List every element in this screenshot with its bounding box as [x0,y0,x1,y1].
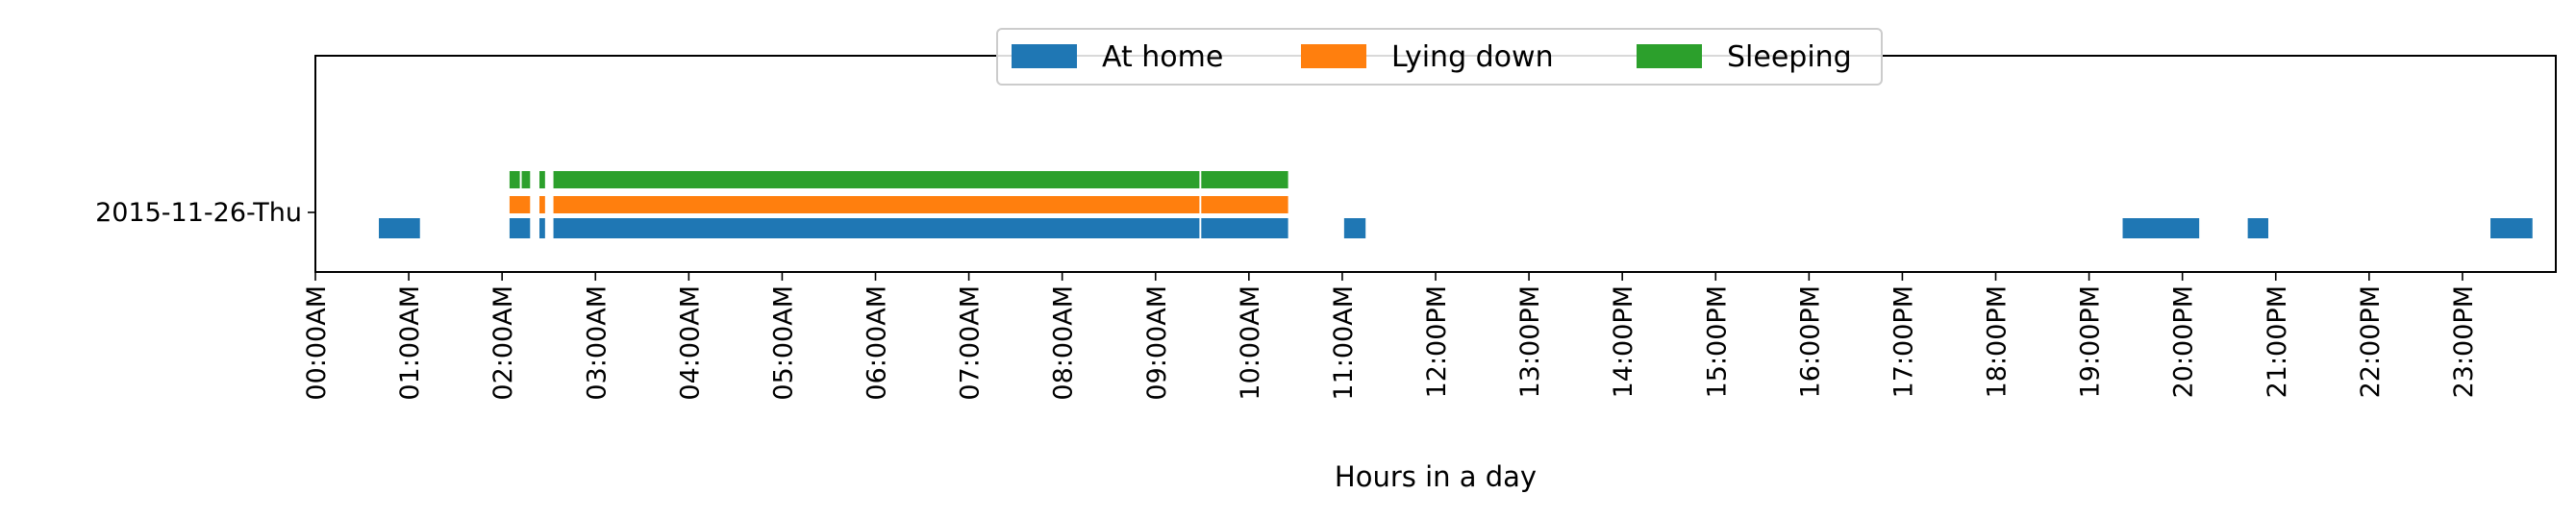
x-tick-label-21: 21:00PM [2263,285,2292,398]
x-tick-label-8: 08:00AM [1049,285,1079,401]
x-tick-label-19: 19:00PM [2076,285,2106,398]
x-tick-label-22: 22:00PM [2356,285,2386,398]
bar-lying-down-3 [1201,196,1288,213]
x-tick-label-16: 16:00PM [1795,285,1825,398]
x-tick-label-7: 07:00AM [956,285,986,401]
y-axis: 2015-11-26-Thu [95,198,315,228]
x-tick-label-3: 03:00AM [582,285,612,401]
legend: At home Lying down Sleeping [996,28,1883,86]
x-tick-label-11: 11:00AM [1329,285,1359,401]
x-tick-label-13: 13:00PM [1515,285,1545,398]
bar-sleeping-0 [509,171,520,188]
legend-label-at-home: At home [1102,40,1223,74]
bar-lying-down-0 [509,196,531,213]
bar-at-home-3 [553,218,1200,238]
bar-at-home-1 [509,218,531,238]
x-tick-label-14: 14:00PM [1609,285,1638,398]
x-tick-label-17: 17:00PM [1888,285,1918,398]
legend-swatch-lying-down [1301,44,1366,68]
legend-box [996,28,1883,86]
x-axis: 00:00AM 01:00AM 02:00AM 03:00AM 04:00AM 05:00… [302,272,2479,401]
bar-sleeping-3 [553,171,1200,188]
x-tick-label-4: 04:00AM [675,285,705,401]
x-tick-label-15: 15:00PM [1702,285,1732,398]
bar-lying-down-1 [539,196,545,213]
bar-sleeping-2 [539,171,545,188]
legend-label-sleeping: Sleeping [1727,40,1852,74]
y-tick-label-0: 2015-11-26-Thu [95,198,302,228]
x-tick-label-2: 02:00AM [488,285,518,401]
bar-at-home-4 [1201,218,1288,238]
x-tick-label-9: 09:00AM [1142,285,1172,401]
bar-at-home-8 [2490,218,2533,238]
x-tick-label-10: 10:00AM [1236,285,1265,401]
x-tick-label-12: 12:00PM [1422,285,1452,398]
x-tick-label-6: 06:00AM [863,285,892,401]
x-tick-label-20: 20:00PM [2169,285,2199,398]
x-tick-label-18: 18:00PM [1983,285,2013,398]
bar-sleeping-1 [521,171,531,188]
bar-at-home-5 [1343,218,1366,238]
bars-layer [379,171,2533,238]
legend-swatch-at-home [1012,44,1077,68]
legend-swatch-sleeping [1637,44,1702,68]
bar-at-home-6 [2122,218,2200,238]
bar-lying-down-2 [553,196,1200,213]
bar-at-home-2 [539,218,545,238]
legend-label-lying-down: Lying down [1391,40,1554,74]
x-tick-label-1: 01:00AM [395,285,425,401]
bar-sleeping-4 [1201,171,1288,188]
bar-at-home-7 [2247,218,2268,238]
x-tick-label-23: 23:00PM [2449,285,2479,398]
x-tick-label-5: 05:00AM [768,285,798,401]
x-axis-label: Hours in a day [1335,460,1537,493]
x-tick-label-0: 00:00AM [302,285,332,401]
bar-at-home-0 [379,218,420,238]
